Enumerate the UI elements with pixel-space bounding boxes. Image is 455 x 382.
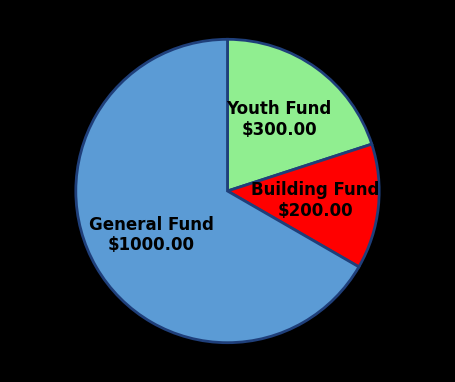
Wedge shape <box>228 144 379 267</box>
Wedge shape <box>76 39 359 343</box>
Text: Youth Fund
$300.00: Youth Fund $300.00 <box>227 100 332 139</box>
Text: Building Fund
$200.00: Building Fund $200.00 <box>251 181 379 220</box>
Text: General Fund
$1000.00: General Fund $1000.00 <box>89 215 214 254</box>
Wedge shape <box>228 39 372 191</box>
